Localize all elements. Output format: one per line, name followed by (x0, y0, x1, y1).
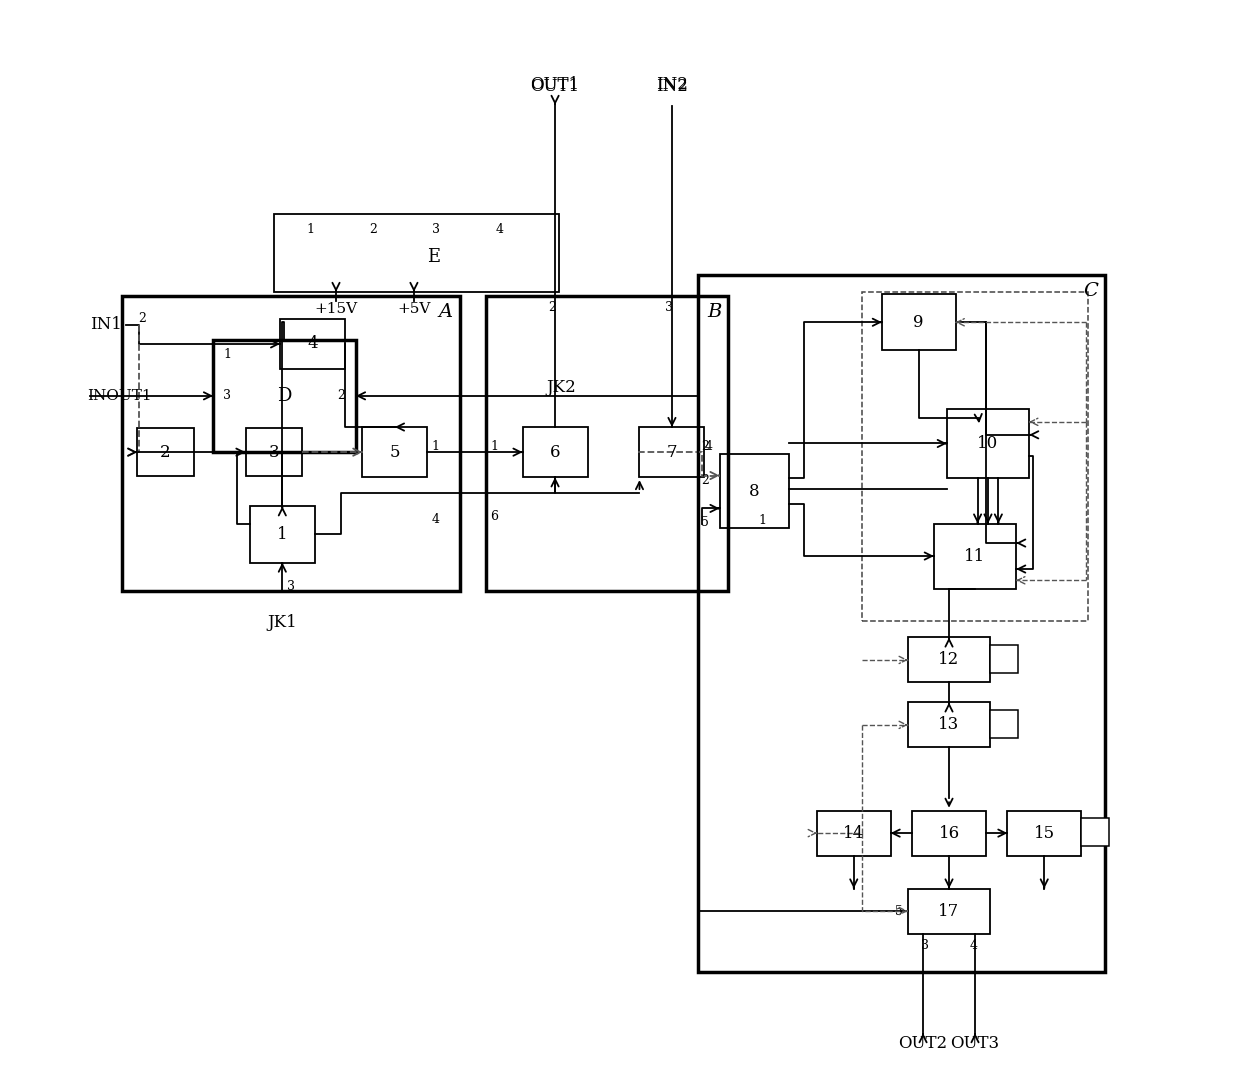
Text: 4: 4 (308, 335, 317, 352)
Text: OUT3: OUT3 (950, 1035, 999, 1053)
Text: 3: 3 (268, 444, 279, 461)
Text: 4: 4 (432, 513, 439, 526)
Text: 1: 1 (306, 222, 314, 235)
Text: 4: 4 (704, 439, 713, 452)
Text: 2: 2 (702, 439, 709, 452)
Bar (486, 296, 728, 591)
Bar (991, 710, 1018, 738)
Text: 4: 4 (970, 939, 977, 952)
Text: INOUT1: INOUT1 (88, 389, 153, 403)
Text: 4: 4 (496, 222, 503, 235)
Text: IN1: IN1 (91, 317, 122, 333)
Text: 11: 11 (965, 548, 986, 565)
Bar (863, 292, 1087, 621)
Text: 1: 1 (759, 514, 766, 527)
Bar (246, 429, 301, 476)
Text: 7: 7 (667, 444, 677, 461)
Text: JK1: JK1 (268, 614, 298, 632)
Text: A: A (439, 303, 453, 321)
Text: OUT1: OUT1 (531, 77, 579, 95)
Text: IN2: IN2 (656, 77, 688, 95)
Bar (1081, 818, 1109, 846)
Text: 3: 3 (921, 939, 929, 952)
Text: C: C (1083, 281, 1097, 300)
Bar (698, 275, 1105, 972)
Bar (362, 427, 428, 477)
Bar (280, 319, 345, 369)
Text: 14: 14 (843, 825, 864, 842)
Bar (908, 702, 991, 748)
Text: 1: 1 (223, 348, 232, 361)
Text: D: D (278, 387, 291, 405)
Text: 2: 2 (702, 475, 709, 488)
Text: 3: 3 (666, 301, 673, 314)
Bar (991, 645, 1018, 673)
Text: 2: 2 (370, 222, 377, 235)
Text: 1: 1 (277, 526, 288, 542)
Text: JK2: JK2 (547, 379, 577, 395)
Text: 2: 2 (138, 313, 145, 325)
Text: 3: 3 (286, 580, 295, 593)
Bar (1007, 811, 1081, 856)
Text: 5: 5 (389, 444, 401, 461)
Text: 1: 1 (490, 439, 498, 452)
Text: 13: 13 (939, 716, 960, 734)
Text: 10: 10 (977, 435, 998, 452)
Bar (138, 429, 193, 476)
Text: 2: 2 (337, 390, 346, 403)
Text: 12: 12 (939, 652, 960, 668)
Text: OUT2: OUT2 (899, 1035, 947, 1053)
Text: +5V: +5V (397, 303, 430, 317)
Text: 17: 17 (939, 902, 960, 919)
Bar (719, 454, 789, 528)
Bar (908, 888, 991, 933)
Text: B: B (707, 303, 722, 321)
Bar (123, 296, 460, 591)
Text: IN2: IN2 (656, 76, 688, 92)
Text: 6: 6 (490, 510, 498, 523)
Bar (934, 524, 1016, 589)
Bar (522, 427, 588, 477)
Text: E: E (428, 248, 440, 266)
Bar (817, 811, 890, 856)
Text: 2: 2 (160, 444, 171, 461)
Bar (249, 506, 315, 563)
Text: 8: 8 (749, 482, 760, 499)
Text: 16: 16 (939, 825, 960, 842)
Bar (908, 638, 991, 682)
Bar (913, 811, 986, 856)
Text: 15: 15 (1034, 825, 1055, 842)
Bar (640, 427, 704, 477)
Text: 5: 5 (895, 904, 903, 917)
Bar (213, 339, 356, 452)
Text: +15V: +15V (315, 303, 357, 317)
Bar (882, 294, 956, 350)
Text: 5: 5 (702, 516, 709, 528)
Text: OUT1: OUT1 (531, 76, 579, 92)
Text: 6: 6 (549, 444, 560, 461)
Text: 2: 2 (548, 301, 557, 314)
Text: 3: 3 (223, 390, 232, 403)
Bar (947, 409, 1029, 478)
Bar (274, 214, 559, 292)
Text: 9: 9 (914, 314, 924, 331)
Text: 3: 3 (433, 222, 440, 235)
Text: 1: 1 (432, 439, 439, 452)
